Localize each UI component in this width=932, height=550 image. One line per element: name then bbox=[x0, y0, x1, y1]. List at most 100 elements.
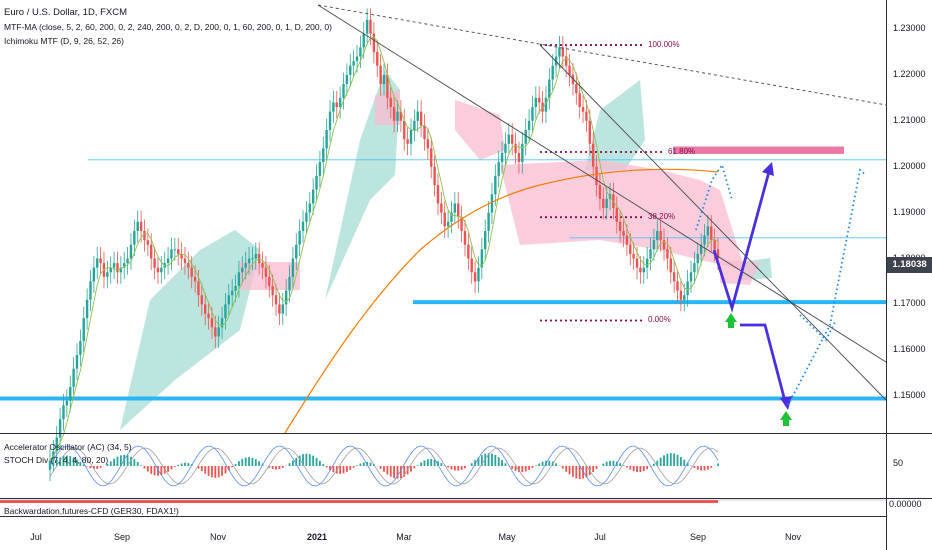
ichimoku-cloud-bear bbox=[455, 100, 505, 160]
ac-bar bbox=[474, 460, 476, 466]
ac-bar bbox=[86, 466, 89, 467]
osc-label-stoch[interactable]: STOCH Div (7, 4, 4, 80, 20) bbox=[4, 455, 109, 465]
candle-body bbox=[372, 33, 376, 52]
bottom-pane-label[interactable]: Backwardation,futures-CFD (GER30, FDAX1!… bbox=[4, 506, 179, 516]
candle-body bbox=[85, 299, 89, 319]
candle-body bbox=[328, 111, 332, 130]
candle-body bbox=[531, 107, 534, 121]
candle-body bbox=[659, 230, 662, 241]
candle-body bbox=[645, 258, 649, 268]
ac-bar bbox=[332, 466, 335, 473]
candle-body bbox=[376, 51, 379, 66]
candle-body bbox=[524, 129, 527, 144]
candle-body bbox=[473, 272, 477, 282]
ac-bar bbox=[504, 463, 507, 466]
ac-bar bbox=[96, 466, 99, 469]
ac-bar bbox=[305, 453, 308, 466]
candle-body bbox=[443, 212, 446, 227]
candle-body bbox=[92, 267, 96, 282]
candle-body bbox=[355, 56, 359, 62]
candle-body bbox=[75, 354, 79, 369]
candle-body bbox=[217, 327, 220, 337]
ac-bar bbox=[453, 466, 456, 471]
candle-body bbox=[463, 230, 467, 245]
indicator-label-mtf-ma[interactable]: MTF-MA (close, 5, 2, 60, 200, 0, 2, 240,… bbox=[4, 22, 332, 32]
ac-bar bbox=[268, 466, 271, 468]
dotted-projection-3 bbox=[799, 314, 837, 342]
ichimoku-cloud-bull bbox=[120, 230, 260, 430]
candle-body bbox=[315, 175, 318, 190]
candle-body bbox=[247, 258, 251, 264]
ac-bar bbox=[315, 457, 318, 466]
symbol-title[interactable]: Euro / U.S. Dollar, 1D, FXCM bbox=[4, 7, 128, 18]
candle-body bbox=[591, 143, 595, 167]
candle-body bbox=[490, 194, 494, 213]
ac-bar bbox=[278, 466, 281, 470]
ac-bar bbox=[187, 463, 190, 466]
candle-body bbox=[625, 235, 629, 245]
ac-bar bbox=[480, 455, 483, 466]
osc-label-ac[interactable]: Accelerator Oscillator (AC) (34, 5) bbox=[4, 442, 132, 452]
candle-body bbox=[284, 290, 288, 305]
candle-body bbox=[666, 249, 669, 259]
candle-body bbox=[55, 437, 58, 452]
ac-bar bbox=[619, 463, 622, 466]
candle-body bbox=[129, 244, 133, 259]
candle-body bbox=[561, 47, 565, 57]
candle-body bbox=[433, 166, 436, 186]
candle-body bbox=[386, 74, 389, 98]
price-tick: 1.17000 bbox=[893, 298, 926, 309]
candle-body bbox=[335, 102, 338, 108]
candle-body bbox=[230, 290, 234, 296]
ac-bar bbox=[582, 466, 584, 479]
candle-body bbox=[689, 272, 693, 282]
ac-bar bbox=[531, 466, 534, 468]
buy-arrow-icon bbox=[780, 411, 792, 426]
candle-body bbox=[214, 327, 217, 337]
ac-bar bbox=[126, 455, 129, 466]
ac-bar bbox=[470, 463, 473, 466]
ichimoku-cloud-bear bbox=[720, 260, 760, 285]
fib-label: 0.00% bbox=[648, 315, 671, 325]
ac-bar bbox=[221, 466, 223, 476]
candle-body bbox=[652, 240, 656, 250]
ac-bar bbox=[55, 459, 58, 466]
pane-separator-bottom[interactable] bbox=[0, 498, 932, 499]
ac-bar bbox=[325, 466, 328, 468]
candle-body bbox=[517, 152, 521, 163]
candle-body bbox=[241, 267, 244, 273]
candle-body bbox=[598, 185, 602, 199]
ac-bar bbox=[271, 466, 274, 470]
ac-bar bbox=[133, 459, 136, 466]
ac-bar bbox=[548, 460, 551, 466]
ac-bar bbox=[143, 466, 146, 469]
candle-body bbox=[332, 102, 335, 112]
candle-body bbox=[662, 240, 666, 250]
ichimoku-cloud-bear bbox=[240, 262, 300, 290]
candle-body bbox=[504, 143, 507, 153]
candle-body bbox=[58, 419, 62, 438]
pane-separator-osc[interactable] bbox=[0, 433, 932, 434]
projection-path-2 bbox=[740, 323, 788, 406]
candle-body bbox=[497, 162, 500, 176]
ac-bar bbox=[477, 457, 480, 466]
candle-body bbox=[392, 107, 396, 121]
candle-body bbox=[274, 295, 278, 305]
ac-bar bbox=[642, 466, 645, 472]
candle-body bbox=[649, 249, 652, 259]
ac-bar bbox=[426, 459, 429, 466]
ac-bar bbox=[116, 456, 119, 466]
stoch-d-line bbox=[49, 447, 719, 485]
osc-axis-tick: 50 bbox=[893, 458, 904, 468]
indicator-label-ichimoku[interactable]: Ichimoku MTF (D, 9, 26, 52, 26) bbox=[4, 36, 124, 46]
candle-body bbox=[446, 221, 450, 227]
candle-body bbox=[82, 318, 85, 342]
candle-body bbox=[352, 61, 355, 66]
candle-body bbox=[126, 258, 129, 264]
ac-bar bbox=[150, 466, 153, 474]
candle-body bbox=[578, 93, 581, 108]
ac-bar bbox=[420, 462, 423, 466]
ac-bar bbox=[514, 466, 517, 471]
